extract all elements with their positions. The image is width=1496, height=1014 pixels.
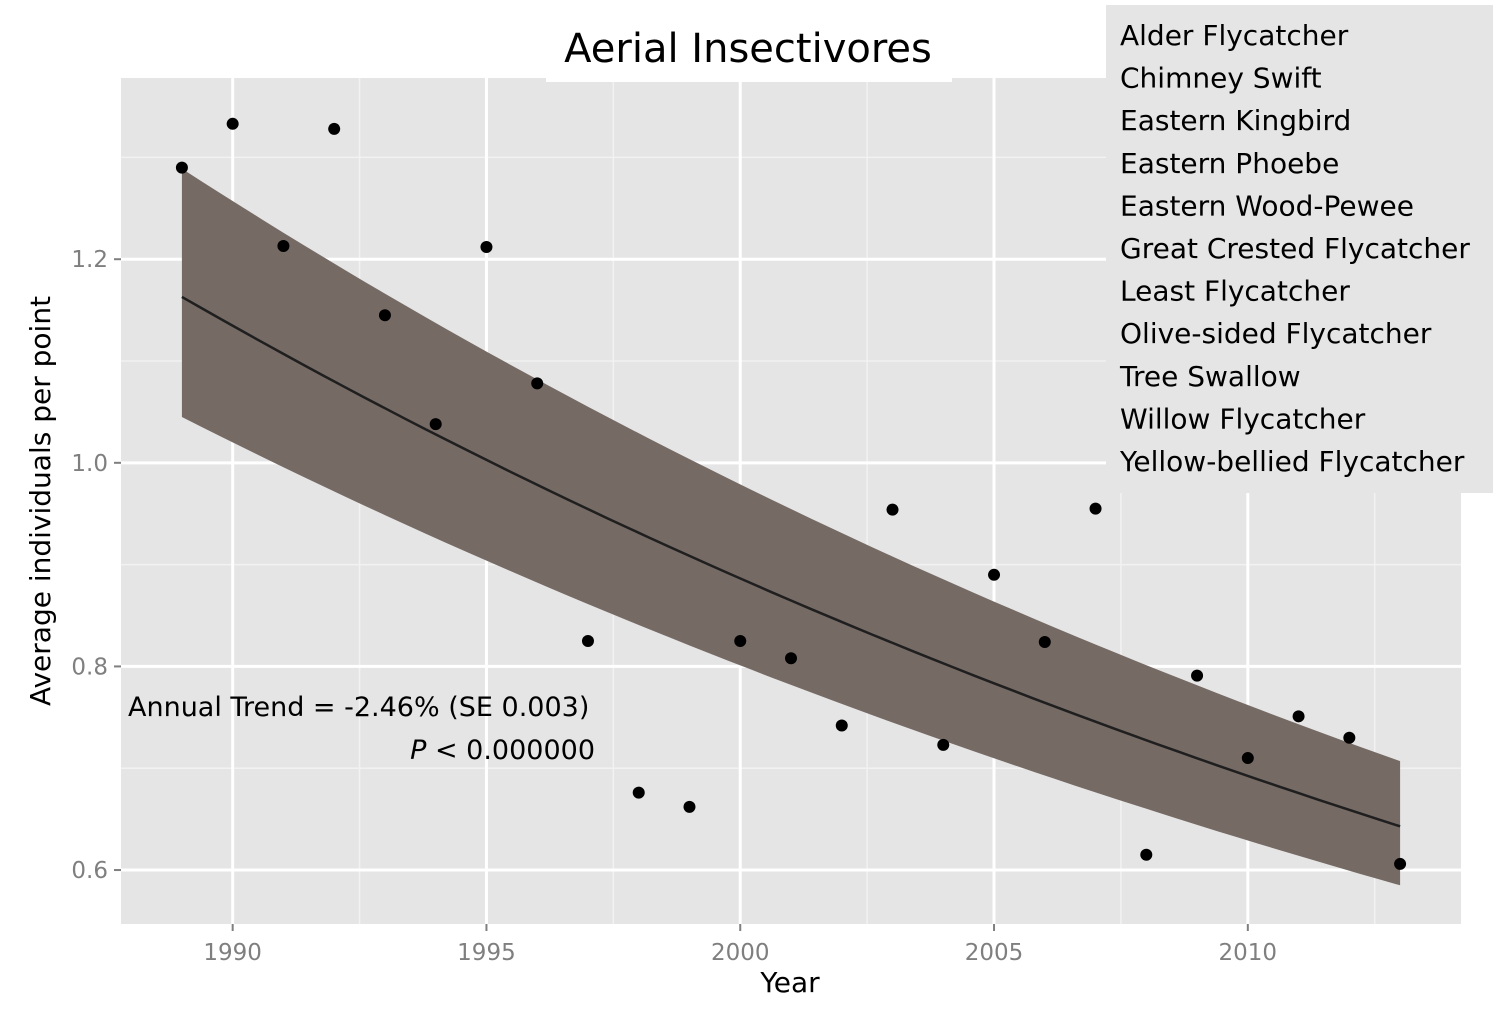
x-tick-label: 1990 <box>203 940 262 966</box>
data-point <box>1241 752 1254 765</box>
data-point <box>886 503 899 516</box>
trend-line <box>181 295 1401 828</box>
legend-entry: Great Crested Flycatcher <box>1120 232 1470 265</box>
legend-entry: Olive-sided Flycatcher <box>1120 317 1432 350</box>
legend-entry: Least Flycatcher <box>1120 275 1350 308</box>
chart-title: Aerial Insectivores <box>564 26 932 72</box>
data-point <box>734 634 747 647</box>
data-point <box>429 418 442 431</box>
y-tick-label: 0.8 <box>71 654 108 680</box>
axis-ticks <box>114 258 1249 931</box>
legend-box <box>1106 5 1493 493</box>
legend-entry: Yellow-bellied Flycatcher <box>1119 445 1465 478</box>
x-tick-label: 2000 <box>711 940 770 966</box>
x-axis-title: Year <box>759 966 820 999</box>
y-tick-labels: 0.6 0.8 1.0 1.2 <box>71 247 108 884</box>
x-tick-label: 2010 <box>1219 940 1278 966</box>
data-point <box>835 719 848 732</box>
data-point <box>1394 857 1407 870</box>
y-axis-title: Average individuals per point <box>24 296 57 706</box>
data-point <box>1089 502 1102 515</box>
legend-entry: Eastern Phoebe <box>1120 147 1339 180</box>
p-value-text: < 0.000000 <box>426 735 595 766</box>
p-symbol: P <box>410 735 427 766</box>
data-point <box>378 309 391 322</box>
x-tick-labels: 1990 1995 2000 2005 2010 <box>203 940 1277 966</box>
data-point <box>226 117 239 130</box>
y-tick-label: 0.6 <box>71 858 108 884</box>
data-point <box>328 122 341 135</box>
data-point <box>632 786 645 799</box>
x-tick-label: 2005 <box>965 940 1024 966</box>
data-point <box>1140 848 1153 861</box>
legend: Alder Flycatcher Chimney Swift Eastern Kin… <box>1119 19 1470 478</box>
data-point <box>1038 636 1051 648</box>
legend-entry: Eastern Kingbird <box>1120 104 1351 137</box>
data-points <box>175 117 1407 870</box>
legend-entry: Willow Flycatcher <box>1120 402 1366 435</box>
y-tick-label: 1.2 <box>71 247 108 273</box>
data-point <box>683 800 696 813</box>
data-point <box>581 634 594 647</box>
data-point <box>1292 710 1305 723</box>
data-point <box>531 377 544 390</box>
legend-entry: Chimney Swift <box>1120 62 1322 95</box>
data-point <box>277 239 290 252</box>
legend-entry: Alder Flycatcher <box>1120 19 1349 52</box>
legend-entry: Tree Swallow <box>1119 360 1301 393</box>
x-tick-label: 1995 <box>457 940 516 966</box>
title-background <box>546 14 952 82</box>
confidence-ribbon <box>181 168 1401 886</box>
annotation-trend: Annual Trend = -2.46% (SE 0.003) <box>128 692 589 723</box>
annotation-p-value: P < 0.000000 <box>410 735 595 766</box>
data-point <box>937 738 950 751</box>
data-point <box>1343 731 1356 744</box>
data-point <box>988 568 1001 581</box>
data-point <box>1191 669 1204 682</box>
data-point <box>175 161 188 174</box>
legend-entry: Eastern Wood-Pewee <box>1120 189 1414 222</box>
data-point <box>480 240 493 253</box>
y-tick-label: 1.0 <box>71 451 108 477</box>
data-point <box>785 652 797 665</box>
